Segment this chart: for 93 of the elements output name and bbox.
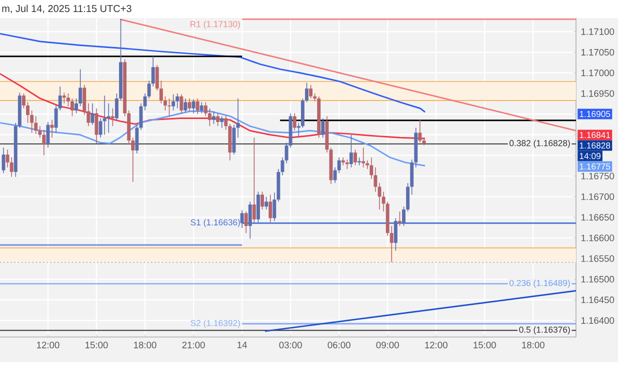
ref-line-label: 0.382 (1.16828) <box>510 140 570 148</box>
candlestick <box>10 157 14 178</box>
series-label: S2 (1.16392) <box>190 320 240 328</box>
y-tick-label: 1.16950 <box>581 90 614 97</box>
candlestick <box>248 201 252 240</box>
x-tick-label: 18:00 <box>134 342 156 348</box>
candlestick <box>74 98 78 114</box>
candlestick <box>192 98 196 114</box>
y-tick-label: 1.16400 <box>581 317 614 324</box>
y-tick-label: 1.16500 <box>581 276 614 283</box>
candlestick <box>42 129 46 156</box>
candlestick <box>212 110 216 124</box>
candlestick <box>110 108 114 127</box>
candlestick <box>252 137 256 223</box>
text: 1.16775 <box>580 163 610 170</box>
candlestick <box>264 196 268 210</box>
y-tick-label: 1.16600 <box>581 234 614 242</box>
chart-title: m, Jul 14, 2025 11:15 UTC+3 <box>2 4 132 14</box>
candlestick <box>309 84 313 99</box>
candlestick <box>176 93 180 109</box>
candlestick <box>26 102 30 124</box>
candlestick <box>106 103 110 134</box>
y-tick-label: 1.16750 <box>581 172 614 180</box>
candlestick <box>296 122 300 138</box>
y-tick-label: 1.17000 <box>581 70 614 76</box>
y-tick-label: 1.16700 <box>581 193 614 200</box>
candlestick <box>292 112 296 132</box>
candlestick <box>184 98 188 112</box>
text: 1.16905 <box>580 110 610 118</box>
x-tick-label: 03:00 <box>279 342 302 348</box>
x-tick-label: 12:00 <box>425 342 448 348</box>
candlestick <box>398 211 402 226</box>
candlestick <box>188 98 192 112</box>
candlestick <box>30 110 34 134</box>
candlestick <box>321 118 325 138</box>
candlestick <box>22 93 26 109</box>
candlestick <box>159 80 163 104</box>
candlestick <box>155 64 159 92</box>
y-tick-label: 1.16450 <box>581 296 614 304</box>
x-tick-label: 15:00 <box>474 342 496 348</box>
series-label: R1 (1.17130) <box>190 20 240 29</box>
candlestick <box>244 211 248 234</box>
x-tick-label: 09:00 <box>376 342 399 348</box>
candlestick <box>62 92 66 104</box>
candlestick <box>216 112 220 127</box>
candlestick <box>168 98 172 117</box>
candlestick <box>70 98 74 117</box>
ref-line-label: 0.5 (1.16376) <box>519 326 570 334</box>
line-series <box>0 32 426 113</box>
x-tick-label: 14 <box>238 342 247 348</box>
y-tick-label: 1.16550 <box>581 255 614 262</box>
x-tick-label: 12:00 <box>37 342 60 348</box>
text: 1.16841 <box>580 132 610 138</box>
x-tick-label: 18:00 <box>522 342 544 348</box>
candlestick <box>164 96 167 111</box>
candlestick <box>34 116 38 134</box>
candlestick <box>260 191 264 210</box>
series-label: S1 (1.16636) <box>190 219 240 228</box>
candlestick <box>208 108 212 127</box>
line-series <box>0 72 426 140</box>
candlestick <box>394 218 398 252</box>
candlestick <box>200 102 204 114</box>
candlestick <box>240 210 244 228</box>
x-tick-label: 21:00 <box>182 342 205 348</box>
candlestick <box>204 102 208 117</box>
candlestick <box>345 159 349 170</box>
candlestick <box>354 149 357 166</box>
candlestick <box>268 194 272 223</box>
candlestick <box>131 137 135 182</box>
candlestick <box>50 120 54 138</box>
candlestick <box>362 147 366 168</box>
x-tick-label: 06:00 <box>328 342 350 348</box>
text: 1.16828 <box>580 142 610 149</box>
x-tick-label: 15:00 <box>86 342 108 348</box>
ref-line-label: 0.236 (1.16489) <box>510 280 570 288</box>
candlestick <box>90 103 94 126</box>
candlestick <box>406 182 410 212</box>
text: 14:09 <box>580 152 600 160</box>
candlestick <box>305 82 308 103</box>
candlestick <box>78 68 82 107</box>
candlestick <box>196 98 200 115</box>
candlestick <box>418 120 422 144</box>
y-tick-label: 1.17050 <box>581 48 614 56</box>
candlestick <box>180 94 184 114</box>
candlestick <box>341 157 345 166</box>
candlestick <box>172 94 176 111</box>
candlestick <box>349 134 353 168</box>
y-tick-label: 1.16650 <box>581 214 614 221</box>
y-tick-label: 1.17100 <box>581 28 614 35</box>
candlestick <box>114 93 118 120</box>
candlestick <box>220 116 224 128</box>
candlestick <box>402 206 406 226</box>
candlestick <box>66 93 70 107</box>
